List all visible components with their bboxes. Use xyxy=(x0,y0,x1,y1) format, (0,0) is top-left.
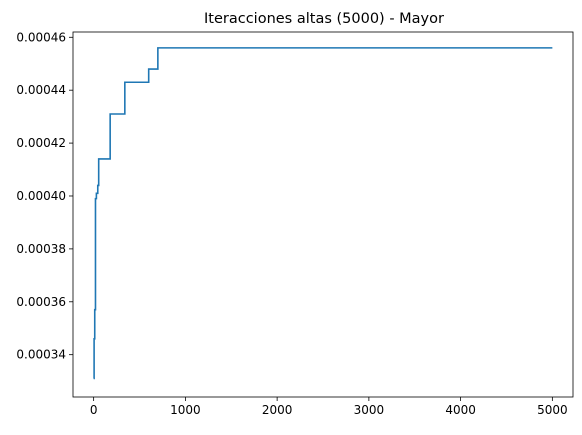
series-line-0 xyxy=(93,47,553,380)
x-tick-label: 2000 xyxy=(262,403,293,417)
axes: 0 1000 2000 3000 4000 5000 0.00034 0.00036 0.000… xyxy=(16,30,574,417)
axes-frame xyxy=(72,31,574,398)
chart-title: Iteracciones altas (5000) - Mayor xyxy=(204,11,444,27)
x-tick-label: 0 xyxy=(90,403,98,417)
x-tick-label: 4000 xyxy=(445,403,476,417)
x-tick-label: 3000 xyxy=(354,403,385,417)
x-tick-label: 5000 xyxy=(537,403,568,417)
y-tick-label: 0.00036 xyxy=(16,295,66,309)
y-tick-label: 0.00038 xyxy=(16,242,66,256)
x-tick-label: 1000 xyxy=(170,403,201,417)
y-tick-label: 0.00042 xyxy=(16,136,66,150)
y-tick-label: 0.00046 xyxy=(16,30,66,44)
y-tick-label: 0.00044 xyxy=(16,83,66,97)
y-tick-label: 0.00034 xyxy=(16,348,66,362)
plot-area xyxy=(93,47,553,380)
y-tick-label: 0.00040 xyxy=(16,189,66,203)
